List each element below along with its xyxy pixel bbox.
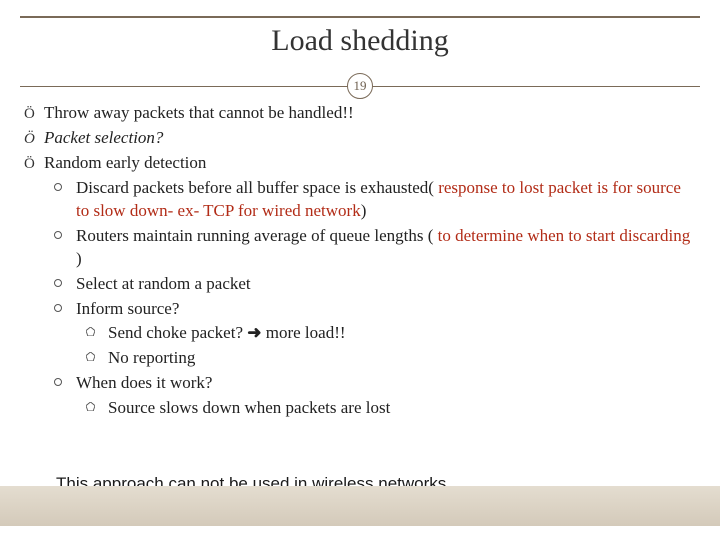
circle-icon bbox=[54, 183, 62, 191]
swirl-icon: Ö bbox=[24, 154, 35, 174]
subbullet-routers: Routers maintain running average of queu… bbox=[54, 225, 692, 271]
subbullet-select-random: Select at random a packet bbox=[54, 273, 692, 296]
pentagon-icon bbox=[86, 327, 95, 336]
slide-title: Load shedding bbox=[0, 24, 720, 58]
page-number-badge: 19 bbox=[347, 73, 373, 99]
bullet-text: Throw away packets that cannot be handle… bbox=[44, 103, 354, 122]
bullet-text: Routers maintain running average of queu… bbox=[76, 226, 438, 245]
swirl-icon: Ö bbox=[24, 104, 35, 124]
bullet-text: No reporting bbox=[108, 348, 195, 367]
subsubbullet-source-slows: Source slows down when packets are lost bbox=[86, 397, 692, 420]
bullet-random-early-detection: Ö Random early detection bbox=[24, 152, 692, 175]
top-rule bbox=[20, 16, 700, 18]
circle-icon bbox=[54, 231, 62, 239]
slide: Load shedding 19 Ö Throw away packets th… bbox=[0, 0, 720, 540]
subsubbullet-choke: Send choke packet? ➜ more load!! bbox=[86, 322, 692, 345]
pentagon-icon bbox=[86, 402, 95, 411]
bullet-throw-away: Ö Throw away packets that cannot be hand… bbox=[24, 102, 692, 125]
bullet-text: Packet selection? bbox=[44, 128, 163, 147]
bullet-text-highlight: to determine when to start discarding bbox=[438, 226, 691, 245]
subsubbullet-no-reporting: No reporting bbox=[86, 347, 692, 370]
content-area: Ö Throw away packets that cannot be hand… bbox=[24, 102, 692, 422]
bullet-text: Discard packets before all buffer space … bbox=[76, 178, 438, 197]
circle-icon bbox=[54, 378, 62, 386]
bullet-packet-selection: Ö Packet selection? bbox=[24, 127, 692, 150]
footer-band bbox=[0, 486, 720, 526]
subbullet-inform-source: Inform source? bbox=[54, 298, 692, 321]
bullet-text: Random early detection bbox=[44, 153, 206, 172]
subbullet-when-work: When does it work? bbox=[54, 372, 692, 395]
swirl-icon: Ö bbox=[24, 129, 35, 149]
circle-icon bbox=[54, 279, 62, 287]
bullet-text: more load!! bbox=[262, 323, 346, 342]
bullet-text: Select at random a packet bbox=[76, 274, 251, 293]
pentagon-icon bbox=[86, 352, 95, 361]
subbullet-discard: Discard packets before all buffer space … bbox=[54, 177, 692, 223]
bullet-text: Source slows down when packets are lost bbox=[108, 398, 390, 417]
bullet-text: Send choke packet? bbox=[108, 323, 247, 342]
bullet-text: Inform source? bbox=[76, 299, 179, 318]
bullet-text: ) bbox=[76, 249, 82, 268]
circle-icon bbox=[54, 304, 62, 312]
bullet-text: ) bbox=[361, 201, 367, 220]
bullet-text: When does it work? bbox=[76, 373, 212, 392]
arrow-icon: ➜ bbox=[247, 323, 261, 342]
page-number-rule: 19 bbox=[20, 74, 700, 98]
